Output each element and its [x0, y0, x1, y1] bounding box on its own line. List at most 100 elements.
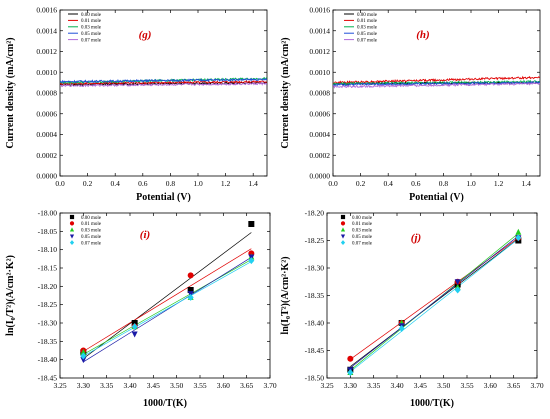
- data-point: [347, 369, 354, 376]
- chart-panel-j: 3.25 3.30 3.35 3.40 3.45 3.50 3.55 3.60 3.65 3.70…: [280, 209, 544, 410]
- series-line-1: [60, 79, 267, 86]
- x-tick-label: 3.60: [217, 381, 230, 390]
- x-tick-label: 3.55: [193, 381, 206, 390]
- x-tick-label: 3.70: [530, 381, 543, 390]
- legend-label: 0.07 mole: [81, 38, 102, 43]
- x-tick-label: 0.0: [328, 179, 338, 188]
- panel-label: (j): [411, 232, 421, 244]
- series-line-4: [333, 82, 540, 89]
- plot-area: [333, 75, 540, 89]
- legend-label: 0.07 mole: [357, 38, 378, 43]
- y-tick-label: -18.15: [38, 264, 58, 273]
- y-tick-label: -18.30: [38, 319, 58, 328]
- fit-line-2: [83, 259, 252, 355]
- plot-area: [80, 221, 255, 364]
- data-point: [454, 286, 461, 294]
- chart-panel-i: 3.25 3.30 3.35 3.40 3.45 3.50 3.55 3.60 3.65 3.70…: [5, 209, 277, 410]
- legend-label: 0.00 mole: [352, 216, 373, 221]
- legend-label: 0.07 mole: [352, 241, 373, 246]
- y-tick-label: 0.0016: [36, 6, 57, 15]
- y-tick-label: -18.00: [38, 209, 58, 218]
- series-line-3: [60, 77, 267, 84]
- series-line-3: [333, 81, 540, 87]
- fit-line-0: [83, 232, 252, 359]
- y-tick-label: 0.0004: [36, 130, 57, 139]
- legend-marker: [340, 214, 346, 220]
- y-tick-label: -18.25: [38, 300, 58, 309]
- x-tick-label: 3.40: [390, 381, 403, 390]
- panel-label: (i): [140, 229, 150, 241]
- legend-label: 0.00 mole: [81, 13, 102, 18]
- x-tick-label: 0.8: [166, 179, 176, 188]
- y-axis-title: Current density (mA/cm²): [5, 37, 16, 148]
- y-tick-label: 0.0010: [36, 68, 57, 77]
- x-tick-label: 3.35: [367, 381, 380, 390]
- legend-label: 0.05 mole: [352, 235, 373, 240]
- y-tick-label: 0.0006: [36, 109, 57, 118]
- fit-line-4: [83, 261, 252, 357]
- legend-marker: [340, 227, 346, 232]
- data-point: [131, 331, 138, 338]
- x-axis-title: 1000/T(K): [143, 398, 187, 409]
- x-tick-label: 1.0: [193, 179, 203, 188]
- y-tick-label: -18.20: [38, 282, 58, 291]
- legend-marker: [69, 214, 75, 220]
- y-tick-label: 0.0008: [309, 89, 330, 98]
- x-tick-label: 3.65: [240, 381, 253, 390]
- data-point: [347, 355, 354, 362]
- x-tick-label: 1.2: [221, 179, 231, 188]
- x-axis-title: 1000/T(K): [410, 398, 454, 409]
- fit-line-1: [83, 248, 252, 352]
- legend-label: 0.05 mole: [357, 32, 378, 37]
- y-axis-title: ln(I₀T²)(A/cm²·K²): [280, 256, 291, 334]
- data-point: [80, 348, 87, 355]
- x-tick-label: 3.25: [53, 381, 66, 390]
- y-tick-label: 0.0012: [309, 47, 330, 56]
- y-tick-label: -18.45: [38, 374, 58, 383]
- legend-marker: [340, 221, 346, 226]
- legend-label: 0.01 mole: [357, 19, 378, 24]
- y-tick-label: -18.25: [305, 236, 325, 245]
- y-tick-label: -18.20: [305, 209, 325, 218]
- data-point: [80, 357, 87, 364]
- fit-line-3: [83, 257, 252, 363]
- plot-frame: [59, 212, 271, 379]
- y-tick-label: -18.05: [38, 227, 58, 236]
- chart-panel-h: 0.0 0.2 0.4 0.6 0.8 1.0 1.2 1.4 0.0000 0.0002 0.00…: [280, 6, 541, 203]
- x-tick-label: 0.2: [356, 179, 366, 188]
- plot-area: [60, 76, 267, 88]
- x-tick-label: 3.65: [507, 381, 520, 390]
- chart-panel-g: 0.0 0.2 0.4 0.6 0.8 1.0 1.2 1.4 0.0000 0.0002 0.00…: [5, 6, 268, 203]
- fit-line-3: [350, 235, 519, 369]
- x-tick-label: 1.2: [494, 179, 504, 188]
- x-axis-title: Potential (V): [409, 192, 464, 203]
- legend-label: 0.00 mole: [81, 216, 102, 221]
- y-tick-label: 0.0002: [36, 151, 57, 160]
- legend-label: 0.05 mole: [81, 32, 102, 37]
- legend-label: 0.03 mole: [357, 26, 378, 31]
- data-point: [187, 293, 194, 301]
- x-tick-label: 0.0: [55, 179, 65, 188]
- legend-label: 0.03 mole: [81, 229, 102, 234]
- plot-area: [347, 228, 522, 376]
- data-point: [131, 323, 138, 331]
- y-tick-label: -18.30: [305, 264, 325, 273]
- y-axis-title: Current density (mA/cm²): [280, 37, 291, 148]
- x-tick-label: 1.4: [249, 179, 259, 188]
- x-tick-label: 3.60: [484, 381, 497, 390]
- legend-label: 0.01 mole: [352, 222, 373, 227]
- x-tick-label: 0.2: [83, 179, 93, 188]
- legend-label: 0.03 mole: [352, 229, 373, 234]
- y-tick-label: 0.0000: [36, 172, 57, 181]
- x-tick-label: 3.45: [414, 381, 427, 390]
- x-tick-label: 0.4: [111, 179, 121, 188]
- x-tick-label: 3.30: [344, 381, 357, 390]
- panel-label: (h): [416, 29, 429, 41]
- y-tick-label: -18.10: [38, 245, 58, 254]
- fit-line-4: [350, 238, 519, 373]
- panel-label: (g): [139, 29, 152, 41]
- legend-label: 0.05 mole: [81, 235, 102, 240]
